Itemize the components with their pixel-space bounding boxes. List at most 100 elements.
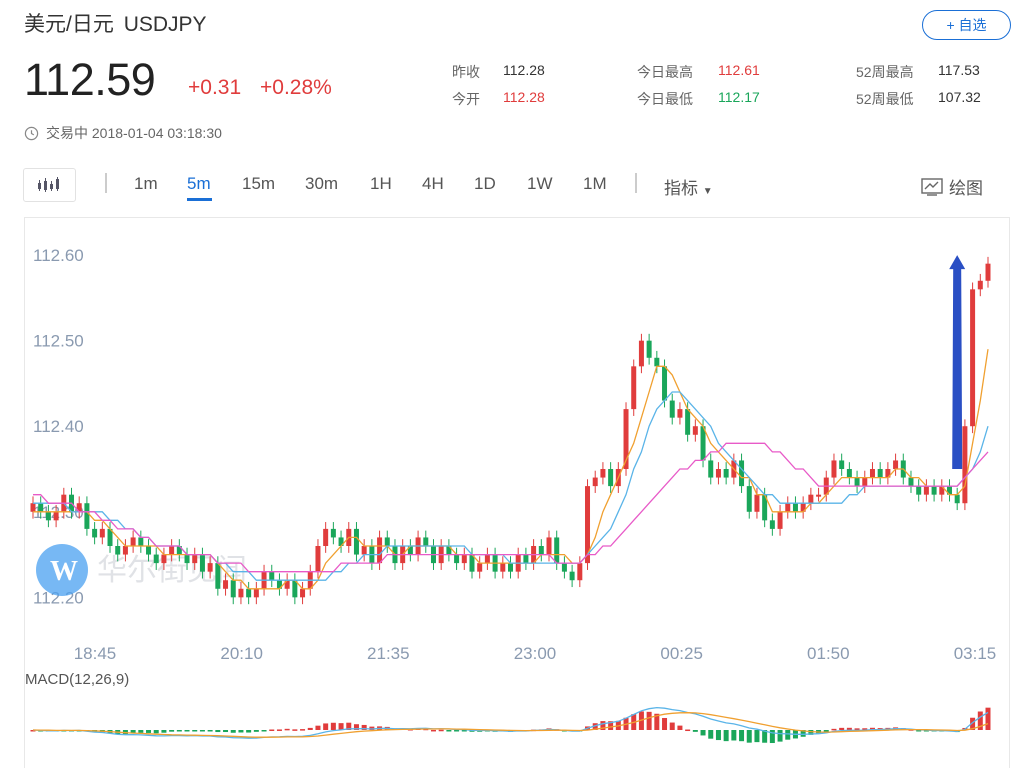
tab-1mo[interactable]: 1M xyxy=(583,174,607,193)
macd-hist-bar xyxy=(862,728,868,730)
candle-body xyxy=(500,563,506,572)
candlestick-icon xyxy=(37,177,59,192)
candle-body xyxy=(916,486,922,495)
candle-body xyxy=(215,563,221,589)
day-high-label: 今日最高 xyxy=(637,64,693,80)
candle-body xyxy=(230,580,236,598)
open-label: 今开 xyxy=(452,91,480,107)
macd-hist-bar xyxy=(746,730,752,743)
candle-body xyxy=(153,554,159,564)
y-tick-label: 112.50 xyxy=(33,332,84,351)
tab-1w[interactable]: 1W xyxy=(527,174,553,193)
macd-hist-bar xyxy=(223,730,229,733)
candle-body xyxy=(138,537,144,546)
candle-body xyxy=(53,511,59,521)
candle-body xyxy=(484,554,490,564)
candle-body xyxy=(785,503,791,512)
tab-5m[interactable]: 5m xyxy=(187,174,211,193)
tab-4h[interactable]: 4H xyxy=(422,174,444,193)
macd-hist-bar xyxy=(330,722,336,730)
macd-hist-bar xyxy=(176,730,182,732)
candle-body xyxy=(592,477,598,487)
toolbar-divider xyxy=(105,173,107,193)
macd-hist-bar xyxy=(130,730,136,734)
prev-close-value: 112.28 xyxy=(503,62,545,78)
macd-hist-bar xyxy=(246,730,252,733)
candle-body xyxy=(954,494,960,504)
macd-hist-bar xyxy=(122,730,128,735)
x-tick-label: 01:50 xyxy=(807,644,850,663)
candle-body xyxy=(269,571,275,581)
macd-hist-bar xyxy=(261,730,267,732)
chart-panel[interactable]: 112.20112.30112.40112.50112.60W华尔街见闻18:4… xyxy=(24,217,1010,768)
candle-body xyxy=(276,580,282,589)
macd-hist-bar xyxy=(970,717,976,730)
candle-body xyxy=(669,400,675,418)
tab-15m[interactable]: 15m xyxy=(242,174,276,193)
x-tick-label: 21:35 xyxy=(367,644,410,663)
tab-30m[interactable]: 30m xyxy=(305,174,339,193)
candle-body xyxy=(461,554,467,564)
candle-body xyxy=(454,554,460,564)
tab-1d[interactable]: 1D xyxy=(474,174,496,193)
tab-1h[interactable]: 1H xyxy=(370,174,392,193)
macd-hist-bar xyxy=(769,730,775,744)
candle-body xyxy=(223,580,229,589)
candle-body xyxy=(338,537,344,546)
x-tick-label: 18:45 xyxy=(74,644,117,663)
candle-body xyxy=(946,486,952,495)
day-low-value: 112.17 xyxy=(718,89,760,105)
candle-body xyxy=(353,528,359,555)
candle-body xyxy=(284,580,290,589)
candle-body xyxy=(877,469,883,478)
candle-body xyxy=(84,503,90,529)
macd-hist-bar xyxy=(146,730,152,733)
price-chart[interactable]: 112.20112.30112.40112.50112.60W华尔街见闻18:4… xyxy=(25,218,1011,768)
week52-low-value: 107.32 xyxy=(938,89,981,105)
macd-hist-bar xyxy=(869,727,875,730)
macd-hist-bar xyxy=(192,730,198,732)
macd-hist-bar xyxy=(592,723,598,730)
open-value: 112.28 xyxy=(503,89,545,105)
candle-body xyxy=(654,357,660,367)
tab-1m[interactable]: 1m xyxy=(134,174,158,193)
candle-body xyxy=(300,588,306,598)
candle-body xyxy=(423,537,429,546)
indicator-dropdown[interactable]: 指标 ▼ xyxy=(664,174,713,199)
chart-type-button[interactable] xyxy=(23,168,76,202)
candle-body xyxy=(446,546,452,555)
macd-hist-bar xyxy=(199,730,205,732)
macd-hist-bar xyxy=(839,727,845,730)
y-tick-label: 112.60 xyxy=(33,246,84,265)
week52-low-label: 52周最低 xyxy=(856,91,914,107)
candle-body xyxy=(585,486,591,564)
candle-body xyxy=(508,563,513,572)
trading-status: 交易中 2018-01-04 03:18:30 xyxy=(24,123,222,143)
status-text: 交易中 2018-01-04 03:18:30 xyxy=(46,125,222,141)
x-tick-label: 23:00 xyxy=(514,644,557,663)
candle-body xyxy=(253,588,259,598)
macd-hist-bar xyxy=(438,729,444,732)
macd-hist-bar xyxy=(739,730,745,742)
candle-body xyxy=(908,477,914,487)
caret-down-icon: ▼ xyxy=(702,186,713,197)
macd-hist-bar xyxy=(269,729,275,732)
x-tick-label: 03:15 xyxy=(954,644,997,663)
add-to-watchlist-button[interactable]: + 自选 xyxy=(922,10,1011,40)
candle-body xyxy=(692,426,698,435)
macd-hist-bar xyxy=(215,730,221,733)
candle-body xyxy=(762,494,768,521)
candle-body xyxy=(169,546,175,555)
y-tick-label: 112.40 xyxy=(33,417,84,436)
macd-hist-bar xyxy=(731,730,737,741)
draw-button[interactable]: 绘图 xyxy=(921,174,983,199)
candle-body xyxy=(715,469,721,478)
up-arrow-annotation xyxy=(949,255,966,469)
candle-body xyxy=(323,528,329,546)
candle-body xyxy=(577,563,583,581)
candle-body xyxy=(176,546,182,555)
candle-body xyxy=(608,469,614,487)
candle-body xyxy=(76,503,82,512)
week52-high-label: 52周最高 xyxy=(856,64,914,80)
macd-hist-bar xyxy=(30,730,36,732)
